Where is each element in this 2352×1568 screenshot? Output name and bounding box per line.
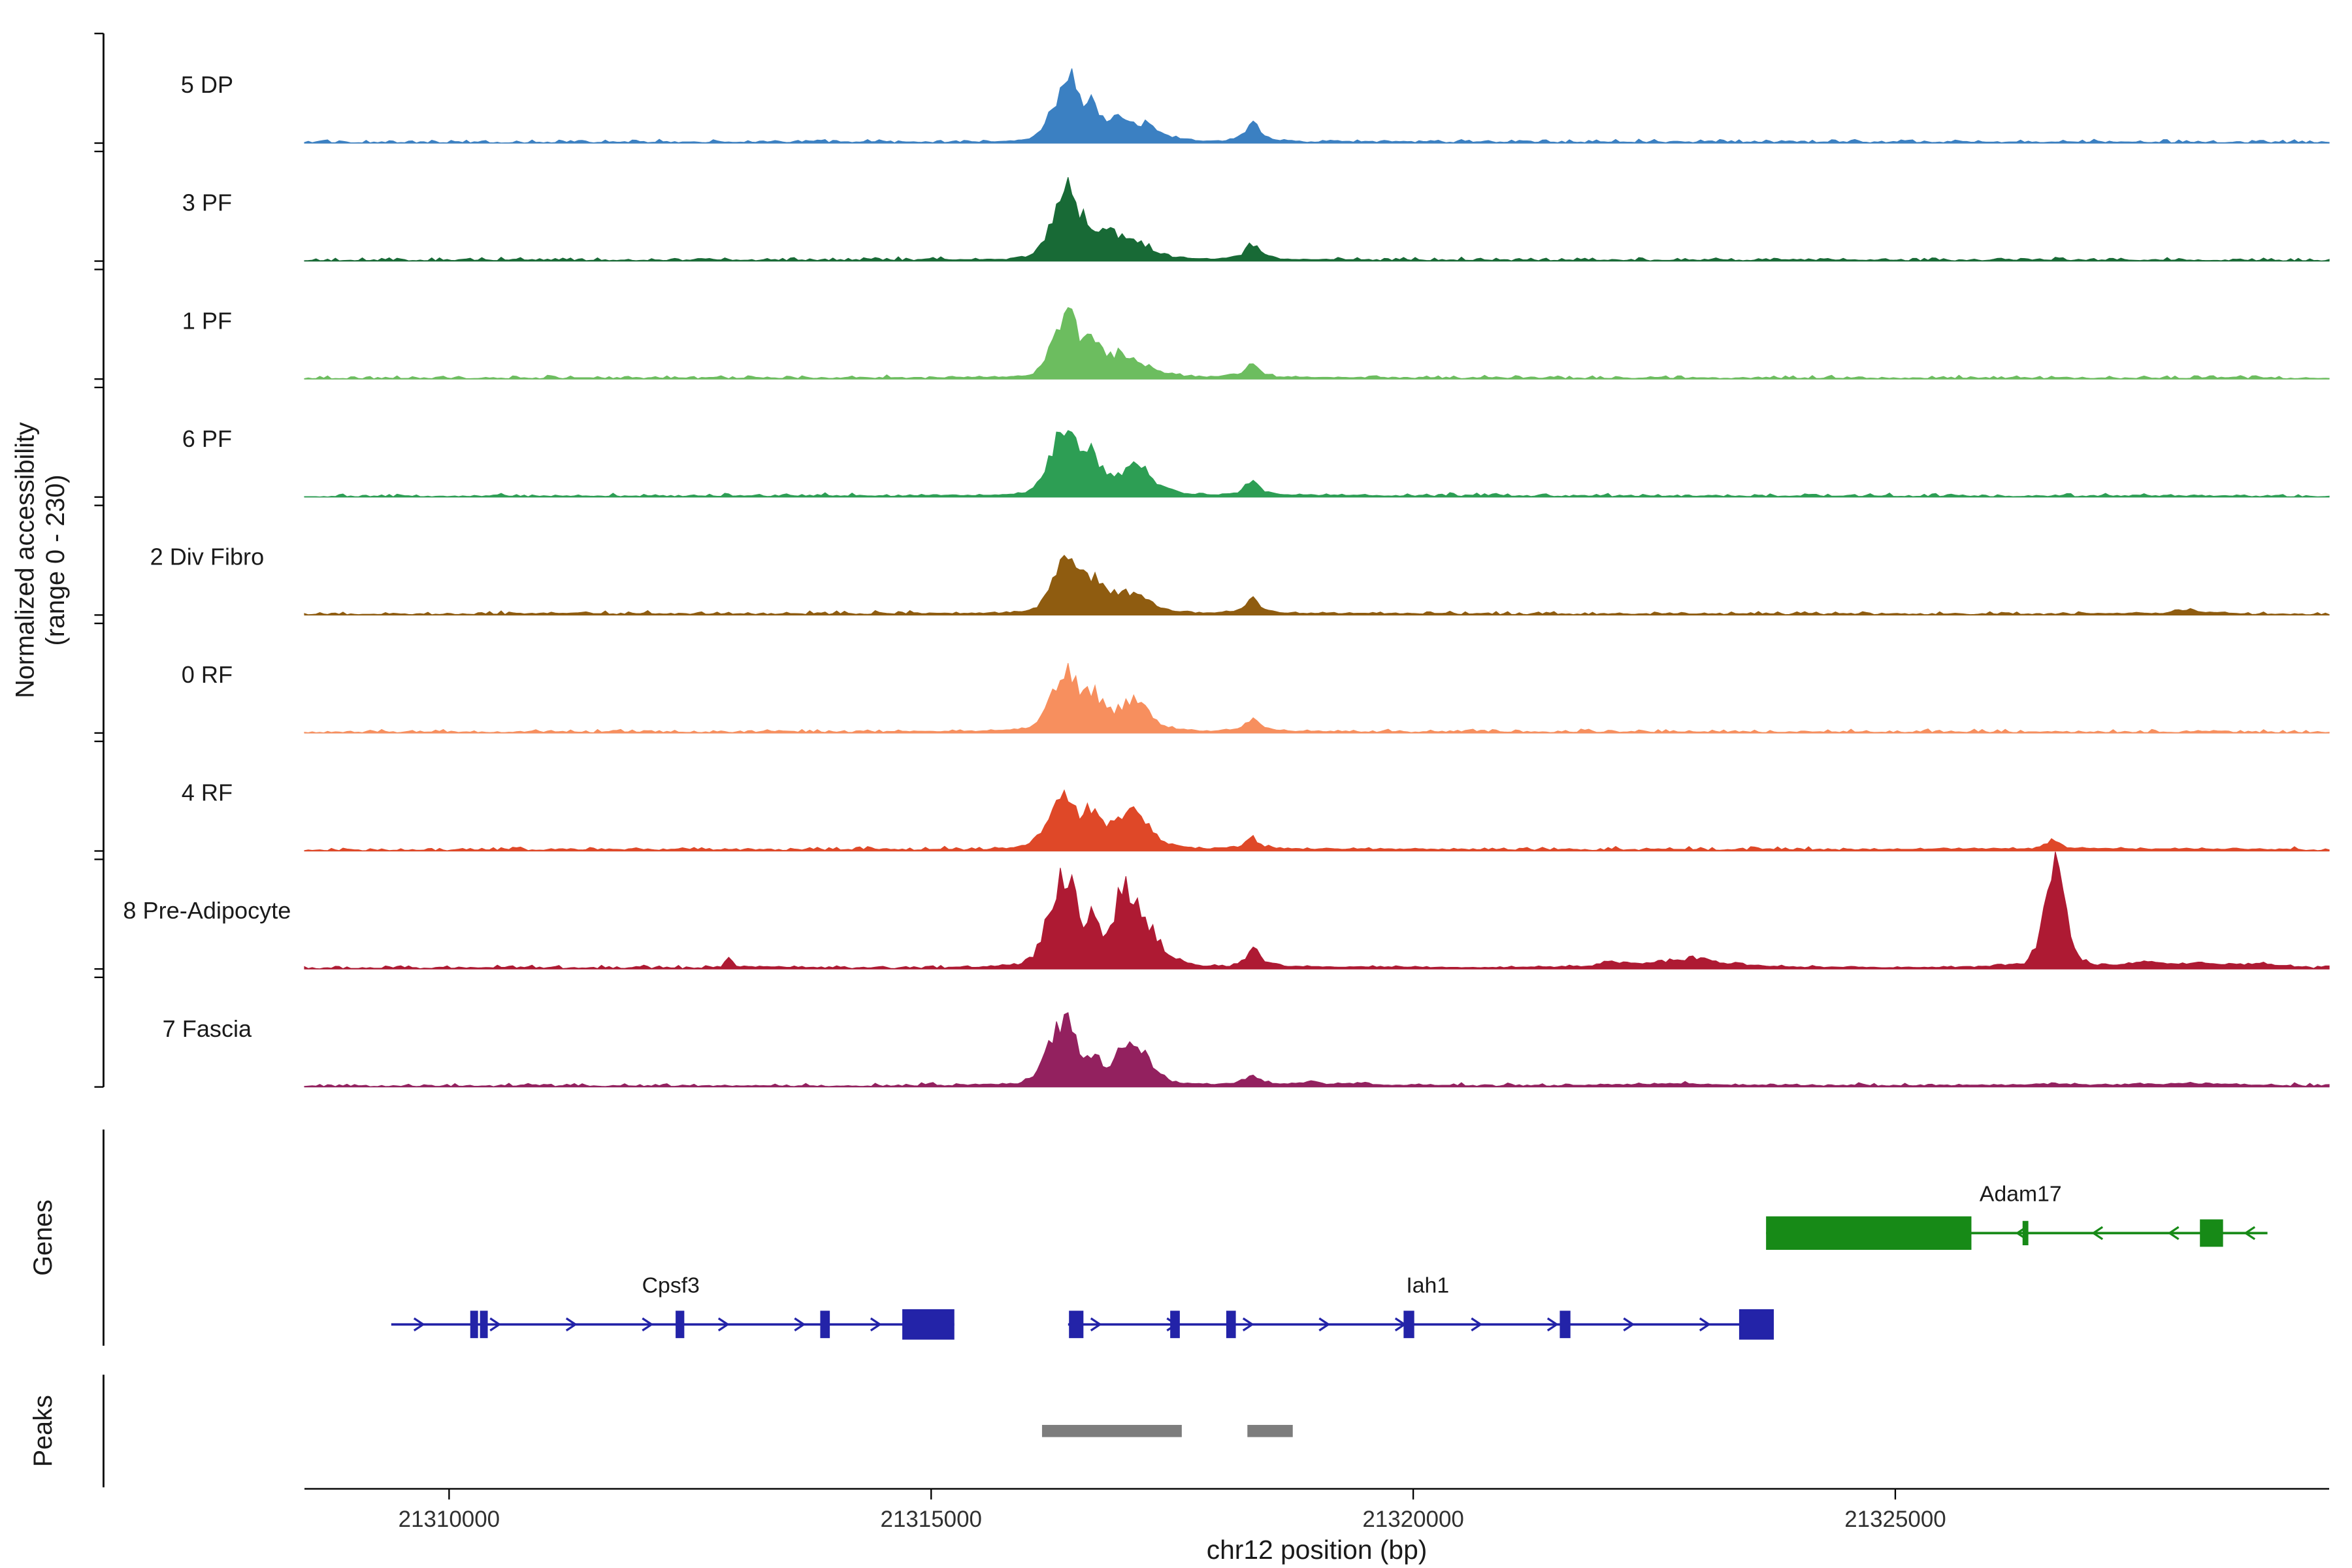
strand-arrow-icon [870,1317,882,1331]
strand-arrow-icon [717,1317,730,1331]
x-axis-tick-label: 21325000 [1844,1507,1946,1532]
signal-area-6-pf [304,430,2330,498]
peaks-panel [103,1375,1293,1488]
y-axis-title-line2: (range 0 - 230) [41,474,70,645]
x-axis-tick-label: 21315000 [881,1507,982,1532]
track-label-4-rf: 4 RF [182,779,233,806]
peak-bar [1247,1424,1293,1437]
strand-arrow-icon [1090,1317,1102,1331]
exon-cpsf3 [676,1311,685,1339]
genes-panel-label: Genes [29,1200,57,1276]
track-label-1-pf: 1 PF [182,307,232,334]
exon-iah1 [1403,1311,1414,1339]
x-axis-title: chr12 position (bp) [1207,1535,1428,1565]
strand-arrow-icon [489,1317,502,1331]
strand-arrow-icon [1471,1317,1483,1331]
strand-arrow-icon [413,1317,425,1331]
gene-label-adam17: Adam17 [1980,1181,2062,1206]
signal-area-3-pf [304,177,2330,262]
signal-area-2-div-fibro [304,555,2330,615]
signal-area-0-rf [304,662,2330,734]
strand-arrow-icon [1623,1317,1635,1331]
x-axis: 21310000 21315000 21320000 21325000 [304,1488,2330,1532]
peaks-panel-label: Peaks [29,1395,57,1467]
strand-arrow-icon [2091,1226,2104,1241]
exon-iah1 [1069,1311,1084,1339]
track-label-2-div-fibro: 2 Div Fibro [150,543,265,570]
exon-cpsf3 [902,1309,955,1340]
exon-cpsf3 [470,1311,478,1339]
track-label-7-fascia: 7 Fascia [163,1015,252,1042]
strand-arrow-icon [565,1317,578,1331]
strand-arrow-icon [1318,1317,1331,1331]
exon-cpsf3 [480,1311,488,1339]
track-label-6-pf: 6 PF [182,425,232,452]
strand-arrow-icon [1546,1317,1559,1331]
x-axis-tick-label: 21320000 [1362,1507,1463,1532]
strand-arrow-icon [1699,1317,1711,1331]
exon-iah1 [1170,1311,1180,1339]
gene-label-cpsf3: Cpsf3 [642,1273,700,1298]
exon-adam17 [1766,1216,1972,1250]
accessibility-tracks-panel: 5 DP 3 PF 1 PF 6 PF 2 Div Fibro 0 RF 4 RF 8 Pre… [94,33,2330,1088]
signal-area-8-pre-adipocyte [304,851,2330,970]
gene-label-iah1: Iah1 [1406,1273,1449,1298]
strand-arrow-icon [2167,1226,2180,1241]
strand-arrow-icon [1242,1317,1254,1331]
signal-area-7-fascia [304,1012,2330,1088]
exon-adam17 [2022,1220,2029,1246]
exon-iah1 [1739,1309,1774,1340]
exon-cpsf3 [820,1311,830,1339]
exon-iah1 [1560,1311,1571,1339]
exon-iah1 [1226,1311,1236,1339]
peak-bar [1041,1424,1182,1437]
y-axis-title-line1: Normalized accessibility [10,422,39,698]
signal-area-5-dp [304,68,2330,144]
exon-adam17 [2200,1219,2223,1247]
strand-arrow-icon [794,1317,806,1331]
strand-arrow-icon [2244,1226,2256,1241]
strand-arrow-icon [642,1317,654,1331]
x-axis-tick-label: 21310000 [399,1507,500,1532]
track-label-8-pre-adipocyte: 8 Pre-Adipocyte [123,897,291,924]
track-label-3-pf: 3 PF [182,189,232,216]
track-label-5-dp: 5 DP [181,71,233,98]
signal-area-4-rf [304,789,2330,852]
signal-area-1-pf [304,306,2330,380]
track-label-0-rf: 0 RF [182,661,233,688]
genes-panel: Cpsf3 Iah1 Adam17 [103,1129,2268,1346]
